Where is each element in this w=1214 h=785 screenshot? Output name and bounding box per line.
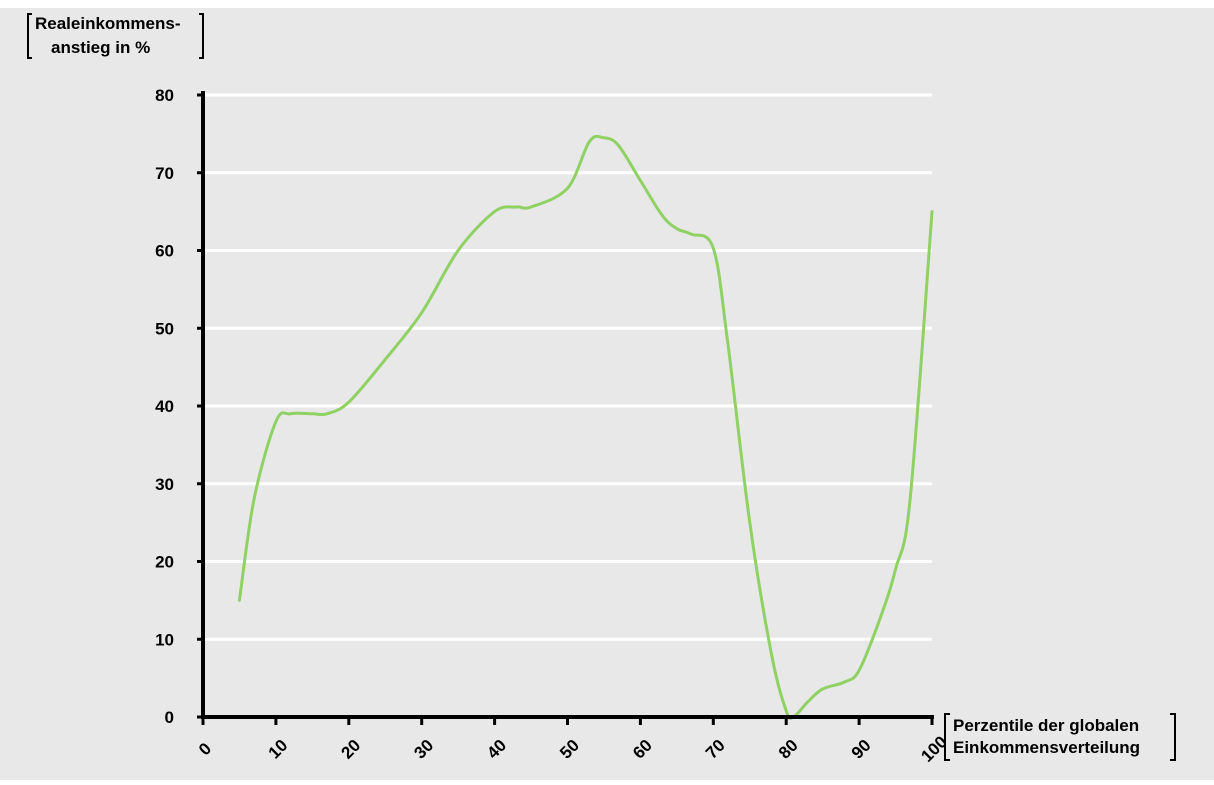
x-axis-label: Perzentile der globalen Einkommensvertei… [944,713,1176,761]
x-label-line-1: Perzentile der globalen [953,716,1139,735]
y-label-line-2: anstieg in % [51,38,150,57]
y-tick-label: 60 [155,242,174,261]
y-tick-label: 50 [155,319,174,338]
y-label-bracket-right [199,13,204,59]
y-tick-label: 30 [155,475,174,494]
y-tick-label: 10 [155,630,174,649]
grid-lines [197,93,932,719]
y-tick-label: 0 [165,708,174,727]
series-layer [237,134,934,720]
plot-background [0,8,1214,780]
y-tick-labels: 0 10 20 30 40 50 60 70 80 [155,86,174,727]
series-line [237,134,934,720]
y-tick-label: 70 [155,164,174,183]
y-label-bracket-left [27,13,32,59]
y-label-line-1: Realeinkommens- [35,14,181,33]
y-axis-label: Realeinkommens- anstieg in % [27,13,204,59]
x-label-bracket-left [944,713,950,761]
y-tick-label: 20 [155,553,174,572]
x-label-line-2: Einkommensverteilung [953,738,1140,757]
y-tick-label: 40 [155,397,174,416]
axes [201,91,934,725]
y-tick-label: 80 [155,86,174,105]
x-label-bracket-right [1170,713,1176,761]
